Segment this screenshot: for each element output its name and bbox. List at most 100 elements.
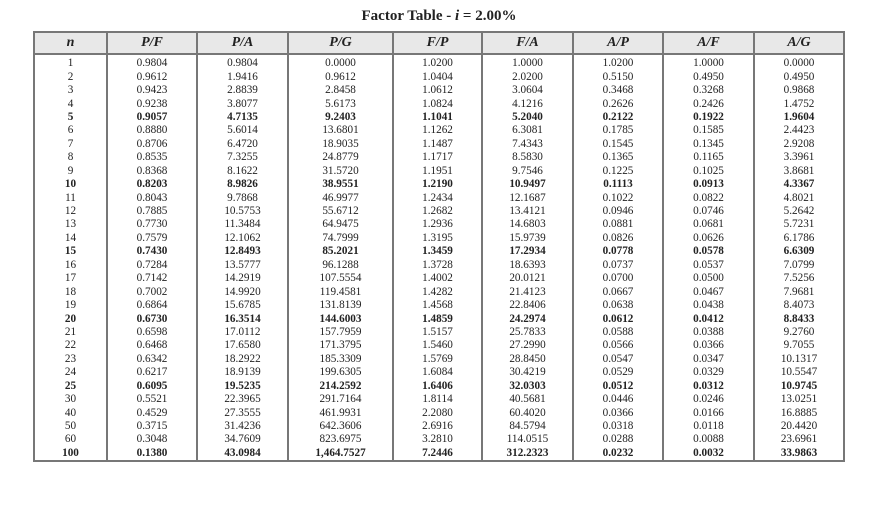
table-cell: 18.6393 — [481, 258, 574, 272]
table-cell: 2.4423 — [753, 124, 845, 138]
header-row: n P/F P/A P/G F/P F/A A/P A/F A/G — [33, 31, 845, 55]
table-cell: 16.8885 — [753, 406, 845, 420]
table-cell: 1.9416 — [196, 70, 289, 84]
table-cell: 0.0667 — [572, 285, 664, 299]
column-header: A/F — [662, 31, 755, 55]
table-cell: 18.9139 — [196, 366, 289, 380]
table-cell: 0.1113 — [572, 177, 664, 192]
table-cell: 0.1165 — [662, 151, 755, 165]
column-header: n — [33, 31, 108, 55]
table-cell: 2.6916 — [392, 419, 483, 434]
table-cell: 30.4219 — [481, 366, 574, 380]
table-cell: 1.1041 — [392, 110, 483, 125]
table-cell: 0.8880 — [106, 124, 198, 138]
column-header: F/A — [481, 31, 574, 55]
table-row: 18 0.7002 14.9920 119.4581 1.4282 21.4123 0.06… — [33, 285, 845, 299]
table-cell: 0.3468 — [572, 83, 664, 98]
table-cell: 0.0700 — [572, 272, 664, 286]
table-cell: 0.0826 — [572, 231, 664, 246]
table-cell: 4.8021 — [753, 191, 845, 205]
table-cell: 0.1922 — [662, 110, 755, 125]
table-row: 6 0.8880 5.6014 13.6801 1.1262 6.3081 0.1785 0.… — [33, 124, 845, 138]
table-cell: 1.6406 — [392, 379, 483, 393]
table-cell: 0.0500 — [662, 272, 755, 286]
table-cell: 0.6468 — [106, 339, 198, 353]
table-cell: 1 — [33, 54, 108, 71]
table-cell: 6.6309 — [753, 245, 845, 259]
table-cell: 0.0312 — [662, 379, 755, 393]
table-cell: 0.1380 — [106, 446, 198, 462]
table-cell: 0.0737 — [572, 258, 664, 272]
table-cell: 291.7164 — [287, 392, 394, 407]
table-cell: 0.6342 — [106, 352, 198, 367]
table-cell: 85.2021 — [287, 245, 394, 259]
table-cell: 1.0200 — [572, 54, 664, 71]
table-cell: 0.9868 — [753, 83, 845, 98]
table-row: 7 0.8706 6.4720 18.9035 1.1487 7.4343 0.1545 0.… — [33, 137, 845, 152]
table-cell: 17.2934 — [481, 245, 574, 259]
table-cell: 25.7833 — [481, 325, 574, 340]
table-cell: 1.2190 — [392, 177, 483, 192]
table-cell: 7.3255 — [196, 151, 289, 165]
table-cell: 14.2919 — [196, 272, 289, 286]
table-cell: 0.1345 — [662, 137, 755, 152]
table-cell: 0.2426 — [662, 97, 755, 111]
table-cell: 157.7959 — [287, 325, 394, 340]
table-cell: 2.2080 — [392, 406, 483, 420]
table-cell: 5.7231 — [753, 218, 845, 232]
table-cell: 0.1585 — [662, 124, 755, 138]
table-cell: 1.2936 — [392, 218, 483, 232]
table-cell: 1.4282 — [392, 285, 483, 299]
table-cell: 7.4343 — [481, 137, 574, 152]
table-cell: 9 — [33, 164, 108, 178]
table-cell: 6 — [33, 124, 108, 138]
table-cell: 0.1785 — [572, 124, 664, 138]
table-cell: 18.9035 — [287, 137, 394, 152]
table-cell: 0.0246 — [662, 392, 755, 407]
table-cell: 13 — [33, 218, 108, 232]
table-cell: 1.0404 — [392, 70, 483, 84]
table-cell: 12.1062 — [196, 231, 289, 246]
table-cell: 43.0984 — [196, 446, 289, 462]
table-cell: 0.0881 — [572, 218, 664, 232]
table-row: 9 0.8368 8.1622 31.5720 1.1951 9.7546 0.1225 0.… — [33, 164, 845, 178]
table-cell: 21.4123 — [481, 285, 574, 299]
table-cell: 10.5753 — [196, 204, 289, 219]
table-cell: 0.0467 — [662, 285, 755, 299]
table-cell: 21 — [33, 325, 108, 340]
table-cell: 114.0515 — [481, 433, 574, 447]
table-cell: 1.5157 — [392, 325, 483, 340]
table-cell: 9.2403 — [287, 110, 394, 125]
table-cell: 3.0604 — [481, 83, 574, 98]
column-header: A/P — [572, 31, 664, 55]
table-cell: 0.0088 — [662, 433, 755, 447]
table-cell: 199.6305 — [287, 366, 394, 380]
table-cell: 40.5681 — [481, 392, 574, 407]
table-row: 12 0.7885 10.5753 55.6712 1.2682 13.4121 0.094… — [33, 204, 845, 219]
table-cell: 823.6975 — [287, 433, 394, 447]
title-prefix: Factor Table - — [361, 8, 455, 24]
table-cell: 0.1225 — [572, 164, 664, 178]
table-cell: 0.0318 — [572, 419, 664, 434]
table-cell: 0.0822 — [662, 191, 755, 205]
table-cell: 1.0000 — [481, 54, 574, 71]
table-row: 24 0.6217 18.9139 199.6305 1.6084 30.4219 0.05… — [33, 366, 845, 380]
table-cell: 31.4236 — [196, 419, 289, 434]
table-cell: 0.7284 — [106, 258, 198, 272]
table-cell: 12 — [33, 204, 108, 219]
table-cell: 0.3048 — [106, 433, 198, 447]
table-cell: 0.0288 — [572, 433, 664, 447]
table-row: 21 0.6598 17.0112 157.7959 1.5157 25.7833 0.05… — [33, 325, 845, 340]
table-body: 1 0.9804 0.9804 0.0000 1.0200 1.0000 1.0200 1.0… — [33, 54, 845, 462]
table-cell: 0.0438 — [662, 298, 755, 313]
table-cell: 107.5554 — [287, 272, 394, 286]
table-cell: 2.9208 — [753, 137, 845, 152]
table-cell: 7.2446 — [392, 446, 483, 462]
table-cell: 17.6580 — [196, 339, 289, 353]
table-cell: 0.0566 — [572, 339, 664, 353]
table-cell: 0.0588 — [572, 325, 664, 340]
table-row: 17 0.7142 14.2919 107.5554 1.4002 20.0121 0.07… — [33, 272, 845, 286]
table-cell: 3.3961 — [753, 151, 845, 165]
table-cell: 0.7002 — [106, 285, 198, 299]
table-cell: 0.0118 — [662, 419, 755, 434]
